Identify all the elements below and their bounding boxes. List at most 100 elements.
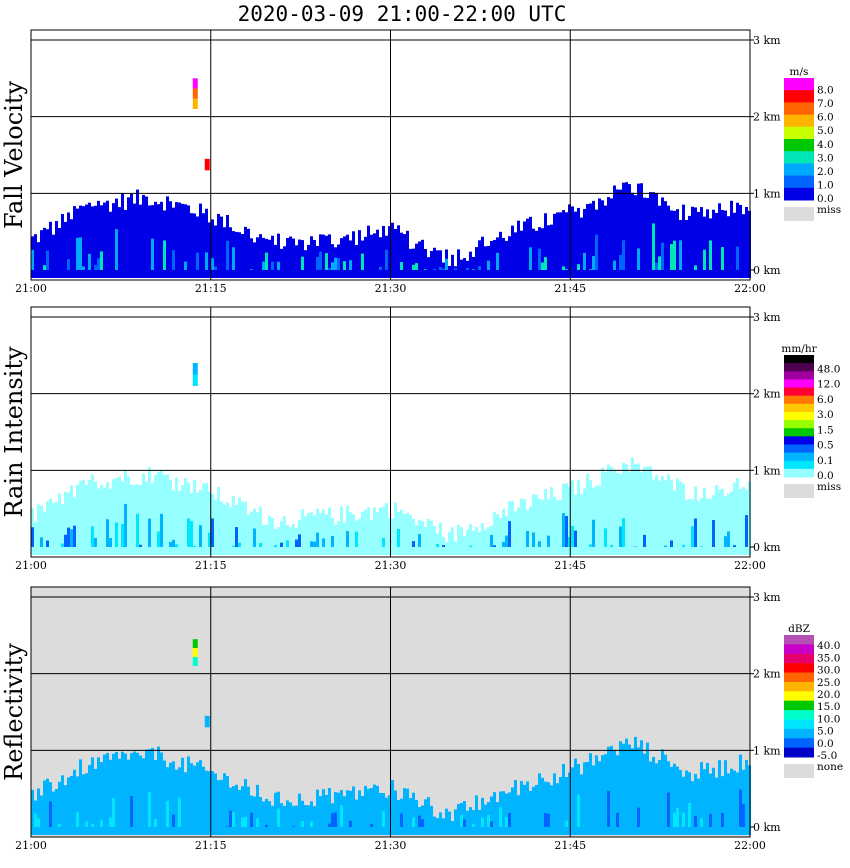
echo-cell (61, 814, 64, 827)
echo-cell (331, 535, 334, 547)
echo-column (289, 236, 292, 278)
echo-column (697, 211, 700, 278)
echo-column (682, 776, 685, 835)
echo-cell (466, 267, 469, 270)
echo-column (58, 228, 61, 278)
echo-column (427, 797, 430, 835)
colorbar-swatch (784, 653, 814, 664)
echo-cell (229, 810, 232, 827)
echo-column (484, 246, 487, 278)
echo-column (223, 773, 226, 835)
echo-column (478, 240, 481, 278)
echo-cell (316, 256, 319, 270)
echo-column (100, 205, 103, 278)
echo-cell (355, 531, 358, 547)
echo-cell (544, 257, 547, 270)
echo-cell (577, 264, 580, 270)
echo-cell (58, 824, 61, 827)
echo-column (697, 778, 700, 835)
echo-column (421, 521, 424, 555)
echo-column (406, 230, 409, 278)
echo-column (262, 801, 265, 835)
echo-column (259, 797, 262, 835)
panel-1: 21:00 21:15 21:30 21:45 22:00 0 km 1 km 2 km 3 k… (0, 29, 841, 295)
colorbar-label: 8.0 (817, 85, 834, 97)
echo-cell (667, 792, 670, 827)
echo-column (538, 498, 541, 555)
echo-column (589, 480, 592, 555)
echo-cell (166, 800, 169, 827)
echo-column (223, 504, 226, 555)
echo-column (745, 759, 748, 835)
echo-cell (274, 545, 277, 547)
colorbar-swatch (784, 644, 814, 655)
echo-column (634, 195, 637, 278)
echo-column (247, 514, 250, 555)
echo-column (730, 491, 733, 555)
echo-cell (541, 262, 544, 270)
echo-column (193, 765, 196, 835)
echo-column (373, 784, 376, 835)
echo-column (568, 204, 571, 278)
echo-column (94, 205, 97, 278)
echo-cell (319, 251, 322, 270)
echo-column (466, 810, 469, 835)
echo-cell (670, 244, 673, 270)
echo-cell (256, 818, 259, 827)
echo-column (646, 742, 649, 835)
colorbar-swatch (784, 379, 814, 389)
echo-column (172, 490, 175, 555)
echo-column (367, 507, 370, 555)
echo-column (190, 213, 193, 278)
echo-column (160, 470, 163, 555)
echo-column (121, 481, 124, 555)
echo-column (475, 247, 478, 278)
echo-column (505, 240, 508, 278)
echo-column (298, 793, 301, 835)
colorbar-label: 15.0 (817, 701, 840, 713)
echo-column (175, 202, 178, 278)
echo-column (91, 206, 94, 278)
colorbar-missing-swatch (784, 484, 814, 498)
echo-column (295, 245, 298, 278)
echo-column (244, 226, 247, 278)
echo-column (364, 509, 367, 555)
echo-cell (637, 807, 640, 827)
echo-column (223, 227, 226, 278)
echo-column (481, 236, 484, 278)
echo-column (115, 477, 118, 555)
echo-cell (418, 534, 421, 547)
echo-column (304, 250, 307, 278)
echo-column (535, 494, 538, 555)
echo-column (292, 238, 295, 278)
echo-column (445, 808, 448, 835)
echo-cell (82, 266, 85, 270)
colorbar-label: 30.0 (817, 665, 840, 677)
echo-cell (184, 261, 187, 270)
y-tick-label: 1 km (753, 464, 781, 477)
echo-column (217, 213, 220, 278)
echo-column (253, 242, 256, 278)
echo-column (145, 481, 148, 555)
echo-column (520, 498, 523, 555)
echo-column (286, 800, 289, 835)
echo-column (736, 202, 739, 278)
echo-column (145, 196, 148, 278)
echo-column (709, 498, 712, 555)
echo-column (100, 761, 103, 835)
colorbar-missing-label: miss (817, 204, 841, 216)
echo-column (637, 747, 640, 835)
colorbar-label: 4.0 (817, 139, 834, 151)
echo-cell (412, 817, 415, 827)
echo-column (625, 182, 628, 278)
echo-column (547, 499, 550, 555)
echo-column (622, 462, 625, 555)
echo-column (70, 485, 73, 555)
echo-cell (658, 256, 661, 270)
colorbar-missing-label: miss (817, 481, 841, 493)
echo-column (625, 464, 628, 555)
echo-column (409, 798, 412, 835)
echo-cell (583, 252, 586, 270)
echo-column (322, 789, 325, 835)
echo-column (220, 501, 223, 555)
